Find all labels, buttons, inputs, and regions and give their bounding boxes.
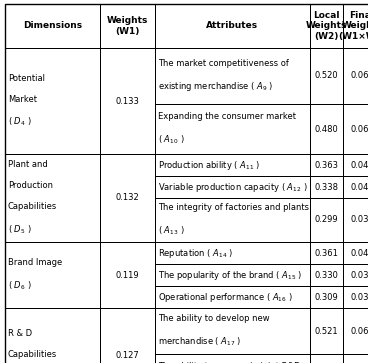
- Bar: [310, 154, 343, 176]
- Bar: [5, 4, 100, 48]
- Bar: [310, 286, 343, 308]
- Bar: [310, 104, 343, 154]
- Bar: [155, 198, 310, 242]
- Text: R & D

Capabilities

( $D_{7}$ ): R & D Capabilities ( $D_{7}$ ): [8, 329, 57, 363]
- Bar: [100, 154, 155, 242]
- Bar: [343, 308, 368, 354]
- Text: The ability to engage in joint R&D

( $A_{18}$ ): The ability to engage in joint R&D ( $A_…: [158, 362, 301, 363]
- Text: 0.520: 0.520: [315, 72, 338, 81]
- Bar: [310, 198, 343, 242]
- Text: 0.037: 0.037: [350, 293, 368, 302]
- Text: 0.039: 0.039: [350, 270, 368, 280]
- Bar: [100, 4, 155, 48]
- Text: 0.363: 0.363: [315, 160, 339, 170]
- Text: Operational performance ( $A_{16}$ ): Operational performance ( $A_{16}$ ): [158, 290, 293, 303]
- Bar: [100, 48, 155, 154]
- Bar: [310, 176, 343, 198]
- Bar: [343, 198, 368, 242]
- Bar: [5, 242, 100, 308]
- Text: 0.119: 0.119: [116, 270, 139, 280]
- Text: Final
Weights
(W1×W2): Final Weights (W1×W2): [338, 11, 368, 41]
- Text: Production ability ( $A_{11}$ ): Production ability ( $A_{11}$ ): [158, 159, 261, 171]
- Bar: [5, 154, 100, 242]
- Bar: [155, 176, 310, 198]
- Bar: [155, 286, 310, 308]
- Bar: [343, 286, 368, 308]
- Bar: [310, 308, 343, 354]
- Bar: [310, 4, 343, 48]
- Bar: [155, 154, 310, 176]
- Bar: [100, 242, 155, 308]
- Text: 0.064: 0.064: [350, 125, 368, 134]
- Bar: [343, 176, 368, 198]
- Bar: [155, 354, 310, 363]
- Bar: [343, 4, 368, 48]
- Text: Dimensions: Dimensions: [23, 21, 82, 30]
- Text: Local
Weights
(W2): Local Weights (W2): [306, 11, 347, 41]
- Bar: [343, 48, 368, 104]
- Text: The integrity of factories and plants

( $A_{13}$ ): The integrity of factories and plants ( …: [158, 203, 309, 237]
- Bar: [310, 242, 343, 264]
- Bar: [100, 308, 155, 363]
- Text: Potential

Market

( $D_{4}$ ): Potential Market ( $D_{4}$ ): [8, 74, 45, 128]
- Bar: [155, 264, 310, 286]
- Text: Brand Image

( $D_{6}$ ): Brand Image ( $D_{6}$ ): [8, 258, 62, 292]
- Text: Expanding the consumer market

( $A_{10}$ ): Expanding the consumer market ( $A_{10}$…: [158, 112, 296, 146]
- Text: The ability to develop new

merchandise ( $A_{17}$ ): The ability to develop new merchandise (…: [158, 314, 270, 348]
- Bar: [310, 48, 343, 104]
- Text: 0.133: 0.133: [116, 97, 139, 106]
- Text: The popularity of the brand ( $A_{15}$ ): The popularity of the brand ( $A_{15}$ ): [158, 269, 302, 281]
- Text: Variable production capacity ( $A_{12}$ ): Variable production capacity ( $A_{12}$ …: [158, 180, 308, 193]
- Text: 0.132: 0.132: [116, 193, 139, 203]
- Text: 0.309: 0.309: [315, 293, 338, 302]
- Bar: [155, 308, 310, 354]
- Bar: [155, 104, 310, 154]
- Text: 0.043: 0.043: [350, 249, 368, 257]
- Bar: [5, 48, 100, 154]
- Bar: [343, 154, 368, 176]
- Bar: [343, 104, 368, 154]
- Bar: [155, 242, 310, 264]
- Text: 0.330: 0.330: [315, 270, 339, 280]
- Text: 0.361: 0.361: [315, 249, 339, 257]
- Text: 0.299: 0.299: [315, 216, 338, 224]
- Text: Reputation ( $A_{14}$ ): Reputation ( $A_{14}$ ): [158, 246, 233, 260]
- Bar: [155, 48, 310, 104]
- Text: Attributes: Attributes: [206, 21, 259, 30]
- Text: Weights
(W1): Weights (W1): [107, 16, 148, 36]
- Text: Plant and

Production

Capabilities

( $D_{5}$ ): Plant and Production Capabilities ( $D_{…: [8, 160, 57, 236]
- Bar: [343, 354, 368, 363]
- Text: 0.480: 0.480: [315, 125, 338, 134]
- Text: The market competitiveness of

existing merchandise ( $A_{9}$ ): The market competitiveness of existing m…: [158, 59, 289, 93]
- Text: 0.066: 0.066: [350, 326, 368, 335]
- Text: 0.048: 0.048: [350, 160, 368, 170]
- Text: 0.338: 0.338: [315, 183, 339, 192]
- Text: 0.069: 0.069: [350, 72, 368, 81]
- Bar: [343, 242, 368, 264]
- Bar: [343, 264, 368, 286]
- Text: 0.039: 0.039: [350, 216, 368, 224]
- Text: 0.127: 0.127: [116, 351, 139, 360]
- Bar: [310, 264, 343, 286]
- Text: 0.521: 0.521: [315, 326, 338, 335]
- Bar: [5, 308, 100, 363]
- Text: 0.045: 0.045: [350, 183, 368, 192]
- Bar: [155, 4, 310, 48]
- Bar: [310, 354, 343, 363]
